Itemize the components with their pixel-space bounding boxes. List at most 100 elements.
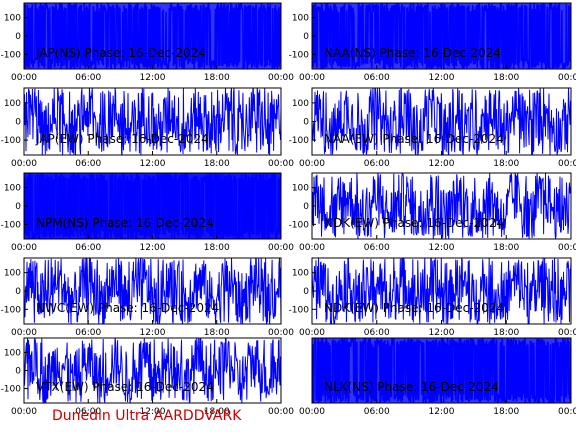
y-tick-label: 0 bbox=[15, 202, 21, 212]
y-tick-label: 0 bbox=[303, 32, 309, 42]
y-tick-label: 0 bbox=[303, 118, 309, 128]
x-tick-label: 06:00 bbox=[75, 159, 101, 169]
x-tick-label: 18:00 bbox=[204, 328, 230, 338]
series-line bbox=[24, 3, 281, 69]
x-tick-label: 00:00 bbox=[268, 159, 294, 169]
x-tick-label: 12:00 bbox=[140, 407, 166, 417]
y-tick-label: 0 bbox=[15, 32, 21, 42]
panel-title: NAA(NS) Phase: 16-Dec-2024 bbox=[324, 46, 501, 60]
x-tick-label: 12:00 bbox=[140, 243, 166, 253]
panel-4: 100 0 -100 00:00 06:00 12:00 18:00 00:00 NAA(EW)… bbox=[289, 87, 576, 169]
x-tick-label: 00:00 bbox=[268, 73, 294, 83]
x-tick-label: 18:00 bbox=[493, 73, 519, 83]
x-tick-label: 00:00 bbox=[268, 407, 294, 417]
series-line bbox=[24, 88, 281, 155]
x-tick-label: 00:00 bbox=[299, 407, 325, 417]
y-tick-label: 0 bbox=[15, 118, 21, 128]
panel-title: NDK(EW) Phase: 16-Dec-2024 bbox=[324, 216, 504, 230]
x-tick-label: 06:00 bbox=[364, 328, 390, 338]
x-tick-label: 00:00 bbox=[11, 243, 37, 253]
x-tick-label: 06:00 bbox=[75, 243, 101, 253]
panel-5: 100 0 -100 00:00 06:00 12:00 18:00 00:00 NPM(NS)… bbox=[1, 172, 294, 253]
panel-10: 00:00 06:00 12:00 18:00 00:00 NLK(NS) Phase: … bbox=[299, 337, 576, 417]
y-tick-label: -100 bbox=[289, 220, 310, 230]
y-tick-label: 0 bbox=[303, 287, 309, 297]
series-line bbox=[24, 173, 281, 239]
y-tick-label: -100 bbox=[1, 136, 22, 146]
x-tick-label: 18:00 bbox=[204, 407, 230, 417]
x-tick-label: 06:00 bbox=[364, 73, 390, 83]
series-line bbox=[312, 173, 571, 239]
x-tick-label: 00:00 bbox=[268, 328, 294, 338]
y-tick-label: -100 bbox=[1, 220, 22, 230]
footer-label: Dunedin Ultra AARDDVARK bbox=[52, 408, 242, 424]
x-tick-label: 00:00 bbox=[11, 73, 37, 83]
panel-title: NLK(NS) Phase: 16-Dec-2024 bbox=[324, 380, 499, 394]
x-tick-label: 18:00 bbox=[204, 73, 230, 83]
panel-8: 100 0 -100 00:00 06:00 12:00 18:00 00:00 NDK(EW)… bbox=[289, 257, 576, 338]
x-tick-label: 06:00 bbox=[364, 407, 390, 417]
y-tick-label: 0 bbox=[303, 202, 309, 212]
x-tick-label: 00:00 bbox=[268, 243, 294, 253]
x-tick-label: 00:00 bbox=[558, 73, 576, 83]
y-tick-label: 100 bbox=[4, 184, 21, 194]
panel-title: NWC(EW) Phase: 16-Dec-2024 bbox=[36, 301, 219, 315]
y-tick-label: -100 bbox=[289, 305, 310, 315]
panel-6: 100 0 -100 00:00 06:00 12:00 18:00 00:00 NDK(EW)… bbox=[289, 172, 576, 253]
x-tick-label: 06:00 bbox=[364, 159, 390, 169]
x-tick-label: 00:00 bbox=[558, 328, 576, 338]
x-tick-label: 00:00 bbox=[558, 159, 576, 169]
x-tick-label: 00:00 bbox=[11, 407, 37, 417]
x-tick-label: 06:00 bbox=[75, 407, 101, 417]
y-tick-label: -100 bbox=[289, 50, 310, 60]
x-tick-label: 00:00 bbox=[558, 243, 576, 253]
x-tick-label: 12:00 bbox=[429, 407, 455, 417]
panel-2: 100 0 -100 00:00 06:00 12:00 18:00 00:00 NAA(NS)… bbox=[289, 2, 576, 83]
x-tick-label: 12:00 bbox=[429, 159, 455, 169]
x-tick-label: 06:00 bbox=[364, 243, 390, 253]
x-tick-label: 06:00 bbox=[75, 73, 101, 83]
x-tick-label: 12:00 bbox=[140, 159, 166, 169]
series-line bbox=[312, 338, 571, 403]
x-tick-label: 18:00 bbox=[204, 159, 230, 169]
panel-9: 100 0 -100 00:00 06:00 12:00 18:00 00:00 VTX(EW)… bbox=[1, 337, 294, 417]
y-tick-label: 100 bbox=[292, 269, 309, 279]
x-tick-label: 18:00 bbox=[204, 243, 230, 253]
y-tick-label: 100 bbox=[4, 14, 21, 24]
panel-title: NDK(EW) Phase: 16-Dec-2024 bbox=[324, 301, 504, 315]
x-tick-label: 00:00 bbox=[11, 328, 37, 338]
x-tick-label: 12:00 bbox=[140, 328, 166, 338]
panel-title: JAP(NS) Phase: 16-Dec-2024 bbox=[35, 46, 206, 60]
series-line bbox=[312, 88, 571, 155]
x-tick-label: 00:00 bbox=[299, 73, 325, 83]
x-tick-label: 18:00 bbox=[493, 328, 519, 338]
y-tick-label: -100 bbox=[1, 50, 22, 60]
y-tick-label: 100 bbox=[4, 269, 21, 279]
x-tick-label: 06:00 bbox=[75, 328, 101, 338]
y-tick-label: 100 bbox=[292, 99, 309, 109]
panel-title: JAP(EW) Phase: 16-Dec-2024 bbox=[35, 132, 209, 146]
panel-title: VTX(EW) Phase: 16-Dec-2024 bbox=[36, 380, 214, 394]
y-tick-label: 100 bbox=[4, 348, 21, 358]
series-line bbox=[312, 3, 571, 69]
y-tick-label: -100 bbox=[1, 385, 22, 395]
series-line bbox=[24, 258, 281, 324]
x-tick-label: 00:00 bbox=[11, 159, 37, 169]
x-tick-label: 00:00 bbox=[299, 159, 325, 169]
x-tick-label: 00:00 bbox=[299, 328, 325, 338]
y-tick-label: 100 bbox=[292, 184, 309, 194]
series-line bbox=[24, 338, 281, 403]
panel-7: 100 0 -100 00:00 06:00 12:00 18:00 00:00 NWC(EW)… bbox=[1, 257, 294, 338]
x-tick-label: 12:00 bbox=[429, 328, 455, 338]
panel-title: NAA(EW) Phase: 16-Dec-2024 bbox=[324, 132, 504, 146]
x-tick-label: 12:00 bbox=[429, 243, 455, 253]
y-tick-label: 0 bbox=[15, 367, 21, 377]
panel-title: NPM(NS) Phase: 16-Dec-2024 bbox=[36, 216, 214, 230]
x-tick-label: 18:00 bbox=[493, 159, 519, 169]
x-tick-label: 18:00 bbox=[493, 243, 519, 253]
x-tick-label: 12:00 bbox=[429, 73, 455, 83]
y-tick-label: -100 bbox=[1, 305, 22, 315]
y-tick-label: -100 bbox=[289, 136, 310, 146]
x-tick-label: 00:00 bbox=[558, 407, 576, 417]
